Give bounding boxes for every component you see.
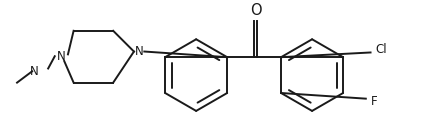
Text: F: F — [371, 95, 377, 108]
Text: Cl: Cl — [375, 43, 387, 56]
Text: N: N — [30, 65, 39, 78]
Text: N: N — [135, 45, 144, 58]
Text: N: N — [57, 50, 66, 63]
Text: O: O — [250, 3, 261, 18]
